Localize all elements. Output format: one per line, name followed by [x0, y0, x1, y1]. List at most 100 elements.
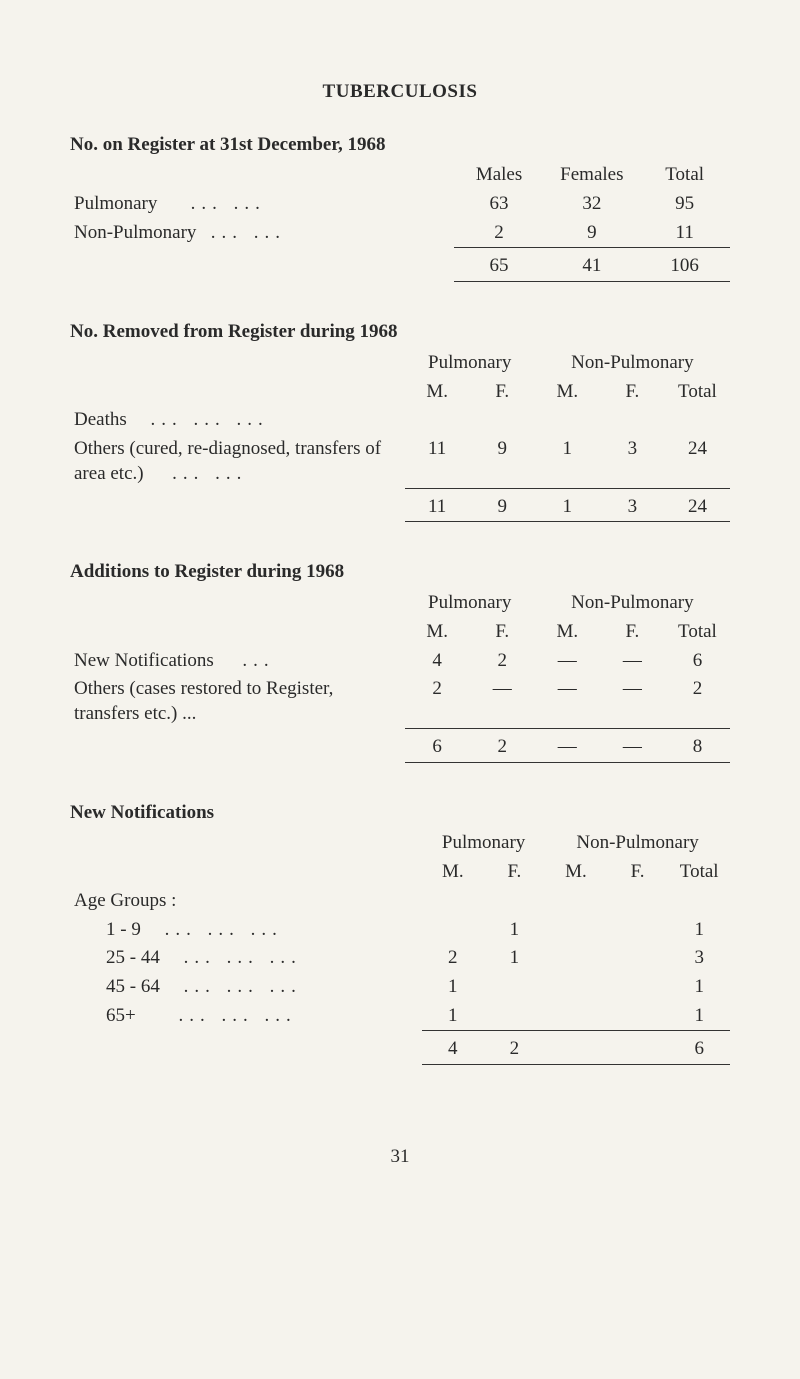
total-val: 2	[470, 729, 535, 763]
sub-total: Total	[665, 378, 730, 407]
val: 1	[668, 1002, 730, 1031]
group-nonpulmonary: Non-Pulmonary	[545, 829, 730, 858]
total-val: 4	[422, 1031, 484, 1065]
table-total-row: 11 9 1 3 24	[70, 488, 730, 522]
sub-header-row: M. F. M. F. Total	[70, 378, 730, 407]
total-val: 41	[544, 248, 639, 282]
group-nonpulmonary: Non-Pulmonary	[535, 349, 730, 378]
val	[607, 973, 669, 1002]
sub-m: M.	[405, 378, 470, 407]
table-total-row: 4 2 6	[70, 1031, 730, 1065]
total-val: 8	[665, 729, 730, 763]
total-val: 1	[535, 488, 600, 522]
total-val: —	[535, 729, 600, 763]
table-row: Non-Pulmonary ... ... 2 9 11	[70, 219, 730, 248]
val: 1	[668, 973, 730, 1002]
total-val	[607, 1031, 669, 1065]
group-header-row: Pulmonary Non-Pulmonary	[70, 349, 730, 378]
val: 11	[639, 219, 730, 248]
table-total-row: 65 41 106	[70, 248, 730, 282]
group-header-row: Pulmonary Non-Pulmonary	[70, 829, 730, 858]
row-label-deaths: Deaths	[74, 409, 127, 430]
dots: ... ... ...	[151, 409, 269, 430]
sub-total: Total	[665, 618, 730, 647]
val: 4	[405, 647, 470, 676]
val: 6	[665, 647, 730, 676]
table-removed: Pulmonary Non-Pulmonary M. F. M. F. Tota…	[70, 349, 730, 523]
val: 24	[665, 435, 730, 488]
subheading-row: Age Groups :	[70, 887, 730, 916]
total-val: 24	[665, 488, 730, 522]
dots: ... ... ...	[184, 947, 302, 968]
total-val: 6	[405, 729, 470, 763]
table-row: 1 - 9 ... ... ... 1 1	[70, 916, 730, 945]
section-heading-new-notifications: New Notifications	[70, 801, 730, 826]
table-row: New Notifications ... 4 2 — — 6	[70, 647, 730, 676]
sub-m: M.	[422, 858, 484, 887]
row-label-age: 25 - 44	[106, 947, 160, 968]
val: 95	[639, 190, 730, 219]
val	[607, 916, 669, 945]
sub-f2: F.	[607, 858, 669, 887]
val	[545, 916, 607, 945]
total-val: 65	[454, 248, 545, 282]
section-heading-removed: No. Removed from Register during 1968	[70, 320, 730, 345]
page-number: 31	[70, 1145, 730, 1170]
val: 2	[422, 944, 484, 973]
row-label-age: 45 - 64	[106, 976, 160, 997]
dots: ... ...	[172, 463, 247, 484]
val: —	[535, 675, 600, 728]
sub-f2: F.	[600, 378, 665, 407]
page-title: TUBERCULOSIS	[70, 80, 730, 105]
sub-f: F.	[470, 378, 535, 407]
val: —	[535, 647, 600, 676]
total-val: 106	[639, 248, 730, 282]
group-nonpulmonary: Non-Pulmonary	[535, 589, 730, 618]
val	[607, 944, 669, 973]
val: 32	[544, 190, 639, 219]
val	[545, 944, 607, 973]
table-row: Deaths ... ... ...	[70, 406, 730, 435]
dots: ... ... ...	[165, 919, 283, 940]
table-additions: Pulmonary Non-Pulmonary M. F. M. F. Tota…	[70, 589, 730, 763]
sub-f: F.	[484, 858, 546, 887]
table-row: Pulmonary ... ... 63 32 95	[70, 190, 730, 219]
total-val: 2	[484, 1031, 546, 1065]
table-register: Males Females Total Pulmonary ... ... 63…	[70, 161, 730, 282]
table-new-notifications: Pulmonary Non-Pulmonary M. F. M. F. Tota…	[70, 829, 730, 1065]
dots: ...	[242, 650, 274, 671]
val: —	[600, 675, 665, 728]
val: 1	[668, 916, 730, 945]
col-total: Total	[639, 161, 730, 190]
table-total-row: 6 2 — — 8	[70, 729, 730, 763]
row-label-age: 65+	[106, 1005, 136, 1026]
val	[607, 1002, 669, 1031]
dots: ... ...	[191, 193, 266, 214]
val: 9	[470, 435, 535, 488]
col-females: Females	[544, 161, 639, 190]
val: 3	[600, 435, 665, 488]
val: —	[470, 675, 535, 728]
table-row: Others (cases restored to Register, tran…	[70, 675, 730, 728]
val: 2	[470, 647, 535, 676]
sub-f2: F.	[600, 618, 665, 647]
group-header-row: Pulmonary Non-Pulmonary	[70, 589, 730, 618]
sub-f: F.	[470, 618, 535, 647]
dots: ... ... ...	[184, 976, 302, 997]
val: 1	[484, 916, 546, 945]
row-label-age: 1 - 9	[106, 919, 141, 940]
val: 3	[668, 944, 730, 973]
row-label-new-notif: New Notifications	[74, 650, 214, 671]
table-row: Others (cured, re-diagnosed, transfers o…	[70, 435, 730, 488]
val: 11	[405, 435, 470, 488]
val: —	[600, 647, 665, 676]
section-heading-additions: Additions to Register during 1968	[70, 560, 730, 585]
table-row: 25 - 44 ... ... ... 2 1 3	[70, 944, 730, 973]
sub-m: M.	[405, 618, 470, 647]
val	[545, 1002, 607, 1031]
val: 2	[454, 219, 545, 248]
val	[484, 973, 546, 1002]
sub-header-row: M. F. M. F. Total	[70, 618, 730, 647]
val	[545, 973, 607, 1002]
row-label-nonpulmonary: Non-Pulmonary	[74, 222, 196, 243]
